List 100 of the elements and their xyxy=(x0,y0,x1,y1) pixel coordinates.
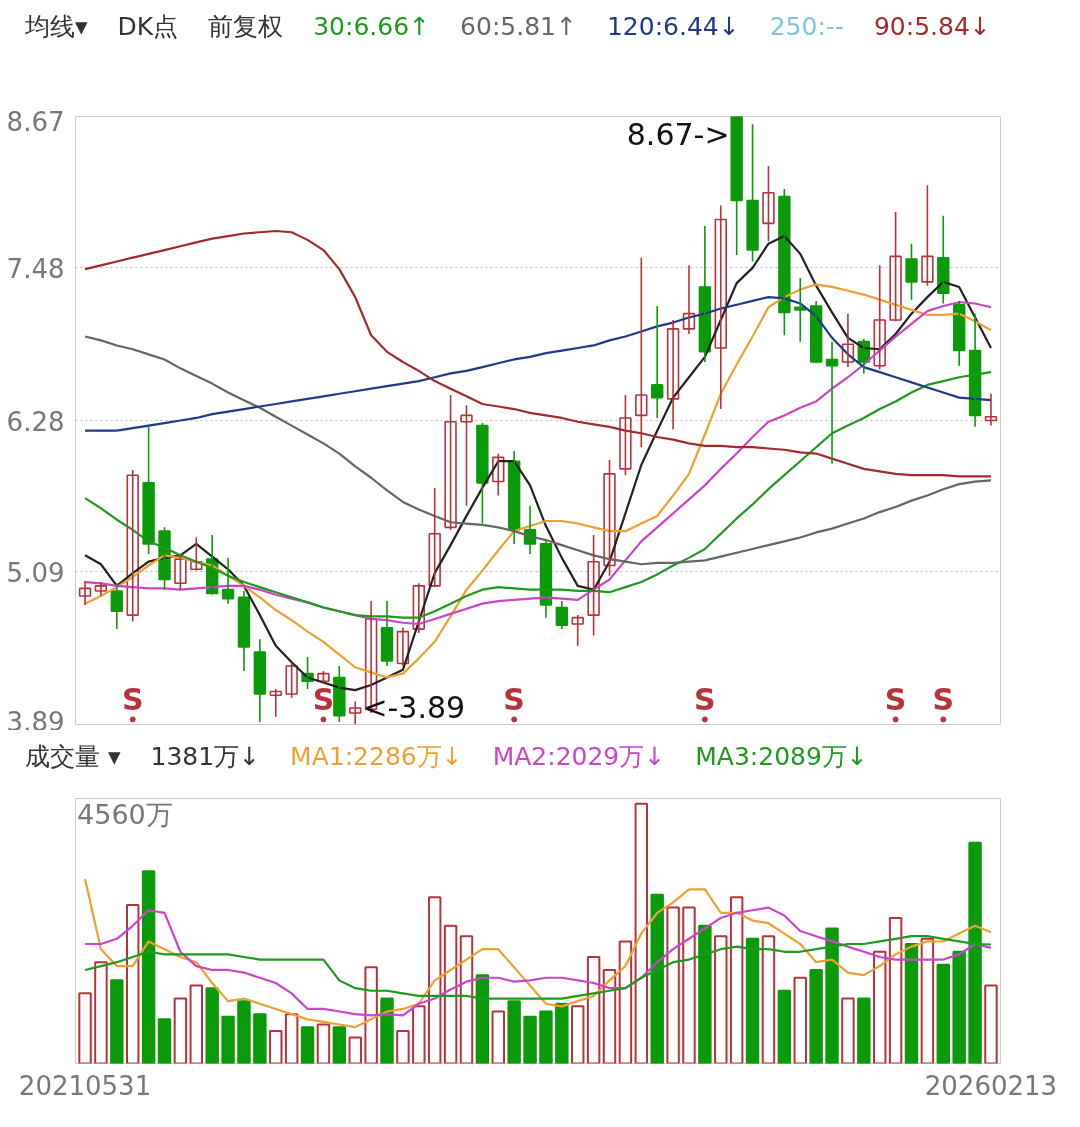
bar xyxy=(729,896,744,1064)
bar xyxy=(78,992,92,1064)
candlestick xyxy=(746,123,759,263)
candlestick xyxy=(460,404,473,507)
candlestick xyxy=(333,665,346,723)
line-series xyxy=(83,296,993,432)
x-tick-label: 20260213 xyxy=(924,1070,1058,1101)
candlestick xyxy=(476,422,489,525)
line-series xyxy=(83,301,993,626)
bar xyxy=(968,841,982,1064)
bar xyxy=(141,870,156,1064)
bar xyxy=(507,1000,521,1064)
bar xyxy=(427,896,442,1064)
bar xyxy=(396,1030,410,1064)
data-label: S xyxy=(121,682,144,718)
data-label: S xyxy=(503,682,525,718)
data-label: S xyxy=(884,682,907,718)
bar xyxy=(586,955,601,1064)
annotation: <-3.89 xyxy=(362,689,466,725)
line-series xyxy=(83,229,993,478)
bar xyxy=(809,968,823,1064)
bar xyxy=(634,802,649,1064)
text: DK点 xyxy=(117,11,179,43)
candlestick xyxy=(285,662,298,699)
data-label: S xyxy=(932,682,955,718)
y-tick-label: 3.89 xyxy=(6,706,65,737)
candlestick xyxy=(921,184,934,287)
bar xyxy=(94,961,108,1064)
bar xyxy=(888,917,903,1064)
bar xyxy=(491,1010,505,1064)
bar xyxy=(269,1030,283,1064)
data-label: S xyxy=(694,682,716,718)
bar xyxy=(714,935,728,1064)
bar xyxy=(539,1010,553,1064)
bar xyxy=(857,997,871,1064)
bar xyxy=(475,974,490,1064)
bar xyxy=(666,906,680,1064)
line-series xyxy=(83,371,993,619)
bar xyxy=(443,924,458,1064)
candlestick xyxy=(778,188,791,337)
bar xyxy=(332,1026,347,1064)
candlestick xyxy=(619,394,632,476)
bar xyxy=(936,963,951,1064)
bar xyxy=(650,893,664,1064)
bar xyxy=(300,1026,315,1064)
bar xyxy=(253,1013,267,1064)
bar xyxy=(459,935,474,1064)
candlestick xyxy=(444,394,457,531)
bar xyxy=(157,1018,172,1064)
bar xyxy=(618,940,633,1064)
bar xyxy=(761,935,776,1064)
candlestick xyxy=(174,553,187,591)
text: 前复权 xyxy=(208,11,284,43)
bar xyxy=(872,950,887,1064)
bar xyxy=(125,904,140,1064)
bar xyxy=(777,989,792,1064)
y-tick-label: 5.09 xyxy=(6,557,65,588)
bar xyxy=(348,1036,362,1064)
annotation: 4560万 xyxy=(77,798,173,830)
candlestick xyxy=(730,116,743,256)
y-tick-label: 6.28 xyxy=(6,406,65,437)
bar xyxy=(364,966,378,1064)
y-tick-label: 7.48 xyxy=(6,253,65,284)
y-tick-label: 8.67 xyxy=(6,106,65,137)
candlestick xyxy=(762,165,775,242)
data-label: S xyxy=(312,682,335,718)
bar xyxy=(284,1013,299,1064)
candlestick xyxy=(142,426,155,555)
bar xyxy=(571,1005,585,1064)
text: 均线▾ xyxy=(25,11,88,43)
text: 90:5.84↓ xyxy=(873,11,991,43)
bar xyxy=(110,979,124,1064)
bar xyxy=(904,942,919,1064)
text: 30:6.66↑ xyxy=(313,11,431,43)
bar xyxy=(237,1000,251,1064)
text: 120:6.44↓ xyxy=(606,11,740,43)
text: 成交量 ▾ xyxy=(25,741,121,773)
bar xyxy=(173,997,188,1064)
legend-label: 250:-- xyxy=(769,11,844,43)
bar xyxy=(221,1015,235,1064)
bar xyxy=(523,1015,537,1064)
bar xyxy=(984,984,998,1064)
candlestick xyxy=(635,256,648,449)
x-tick-label: 20210531 xyxy=(18,1070,152,1101)
candlestick xyxy=(905,242,918,301)
bar xyxy=(412,1005,426,1064)
bar xyxy=(316,1023,331,1064)
bar xyxy=(555,1002,569,1064)
bar xyxy=(793,976,807,1064)
bar xyxy=(205,987,219,1064)
annotation: 8.67-> xyxy=(626,116,730,152)
bar xyxy=(825,927,839,1064)
text: 60:5.81↑ xyxy=(460,11,577,43)
bar xyxy=(952,950,966,1064)
text: MA3:2089万↓ xyxy=(695,741,868,773)
line-series xyxy=(83,335,993,566)
bar xyxy=(745,937,760,1064)
bar xyxy=(189,984,204,1064)
bar xyxy=(841,997,855,1064)
text: MA1:2286万↓ xyxy=(290,741,463,773)
